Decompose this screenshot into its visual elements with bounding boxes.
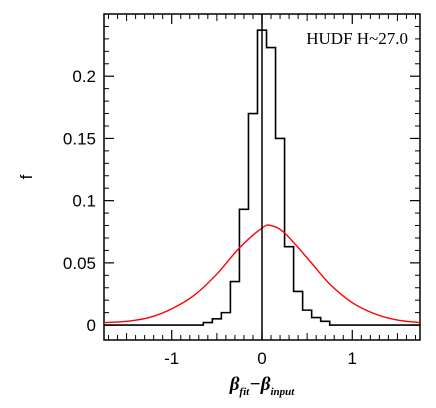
x-tick-label: -1 bbox=[164, 349, 179, 368]
x-label-beta2: β bbox=[260, 374, 271, 395]
series-layer bbox=[103, 29, 421, 326]
y-tick-labels: 0 0.05 0.1 0.15 0.2 bbox=[63, 67, 96, 335]
x-tick-labels: -1 0 1 bbox=[164, 349, 357, 368]
smooth-curve-series bbox=[103, 224, 421, 324]
x-tick-label: 1 bbox=[348, 349, 357, 368]
x-tick-label: 0 bbox=[257, 349, 266, 368]
y-axis-label: f bbox=[17, 174, 36, 179]
x-label-sub1: fit bbox=[239, 386, 250, 398]
histogram-series bbox=[104, 29, 420, 326]
annotation-label: HUDF H~27.0 bbox=[306, 29, 408, 48]
x-label-operator: − bbox=[249, 374, 261, 395]
y-tick-label: 0.15 bbox=[63, 129, 96, 148]
x-label-beta1: β bbox=[229, 374, 240, 395]
y-tick-label: 0.2 bbox=[72, 67, 96, 86]
x-label-sub2: input bbox=[270, 386, 295, 398]
y-tick-label: 0 bbox=[87, 316, 96, 335]
y-tick-label: 0.05 bbox=[63, 254, 96, 273]
axis-ticks bbox=[104, 14, 420, 340]
y-tick-label: 0.1 bbox=[72, 192, 96, 211]
x-axis-label: βfit−βinput bbox=[229, 374, 296, 398]
